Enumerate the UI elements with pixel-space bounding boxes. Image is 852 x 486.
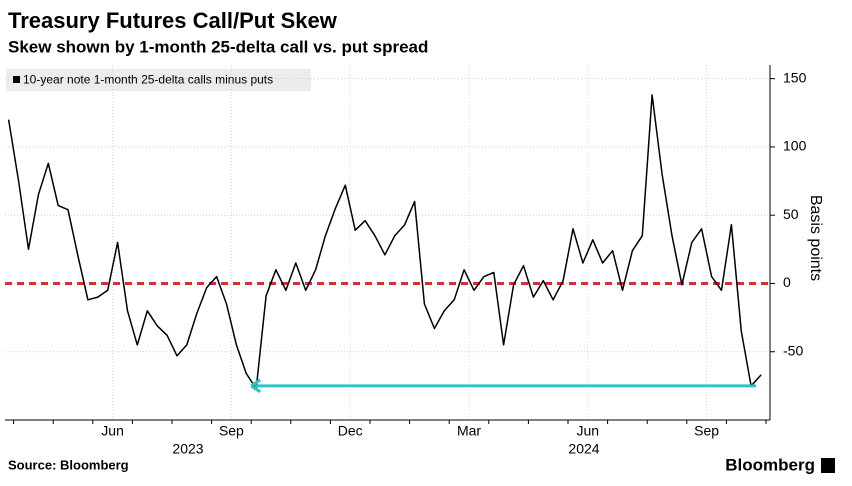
- arrow-head: [250, 378, 262, 394]
- x-tick-label: Sep: [219, 423, 244, 439]
- y-tick-label: 0: [783, 274, 791, 290]
- x-tick-label: Sep: [694, 423, 719, 439]
- chart-title: Treasury Futures Call/Put Skew: [8, 8, 338, 33]
- brand-icon: [821, 458, 835, 473]
- chart-subtitle: Skew shown by 1-month 25-delta call vs. …: [8, 37, 428, 56]
- y-tick-label: -50: [783, 342, 803, 358]
- y-tick-label: 150: [783, 69, 807, 85]
- legend-swatch: [13, 76, 20, 83]
- x-tick-label: Dec: [338, 423, 363, 439]
- x-year-label: 2024: [568, 441, 599, 457]
- y-tick-label: 50: [783, 206, 799, 222]
- source: Source: Bloomberg: [8, 457, 129, 472]
- x-year-label: 2023: [172, 441, 203, 457]
- y-axis-label: Basis points: [807, 195, 824, 281]
- legend-label: 10-year note 1-month 25-delta calls minu…: [23, 73, 273, 87]
- x-tick-label: Jun: [101, 423, 124, 439]
- y-tick-label: 100: [783, 138, 807, 154]
- x-tick-label: Mar: [457, 423, 481, 439]
- brand: Bloomberg: [725, 455, 815, 474]
- legend-box: [6, 69, 311, 91]
- x-tick-label: Jun: [577, 423, 600, 439]
- line-series: [7, 94, 762, 390]
